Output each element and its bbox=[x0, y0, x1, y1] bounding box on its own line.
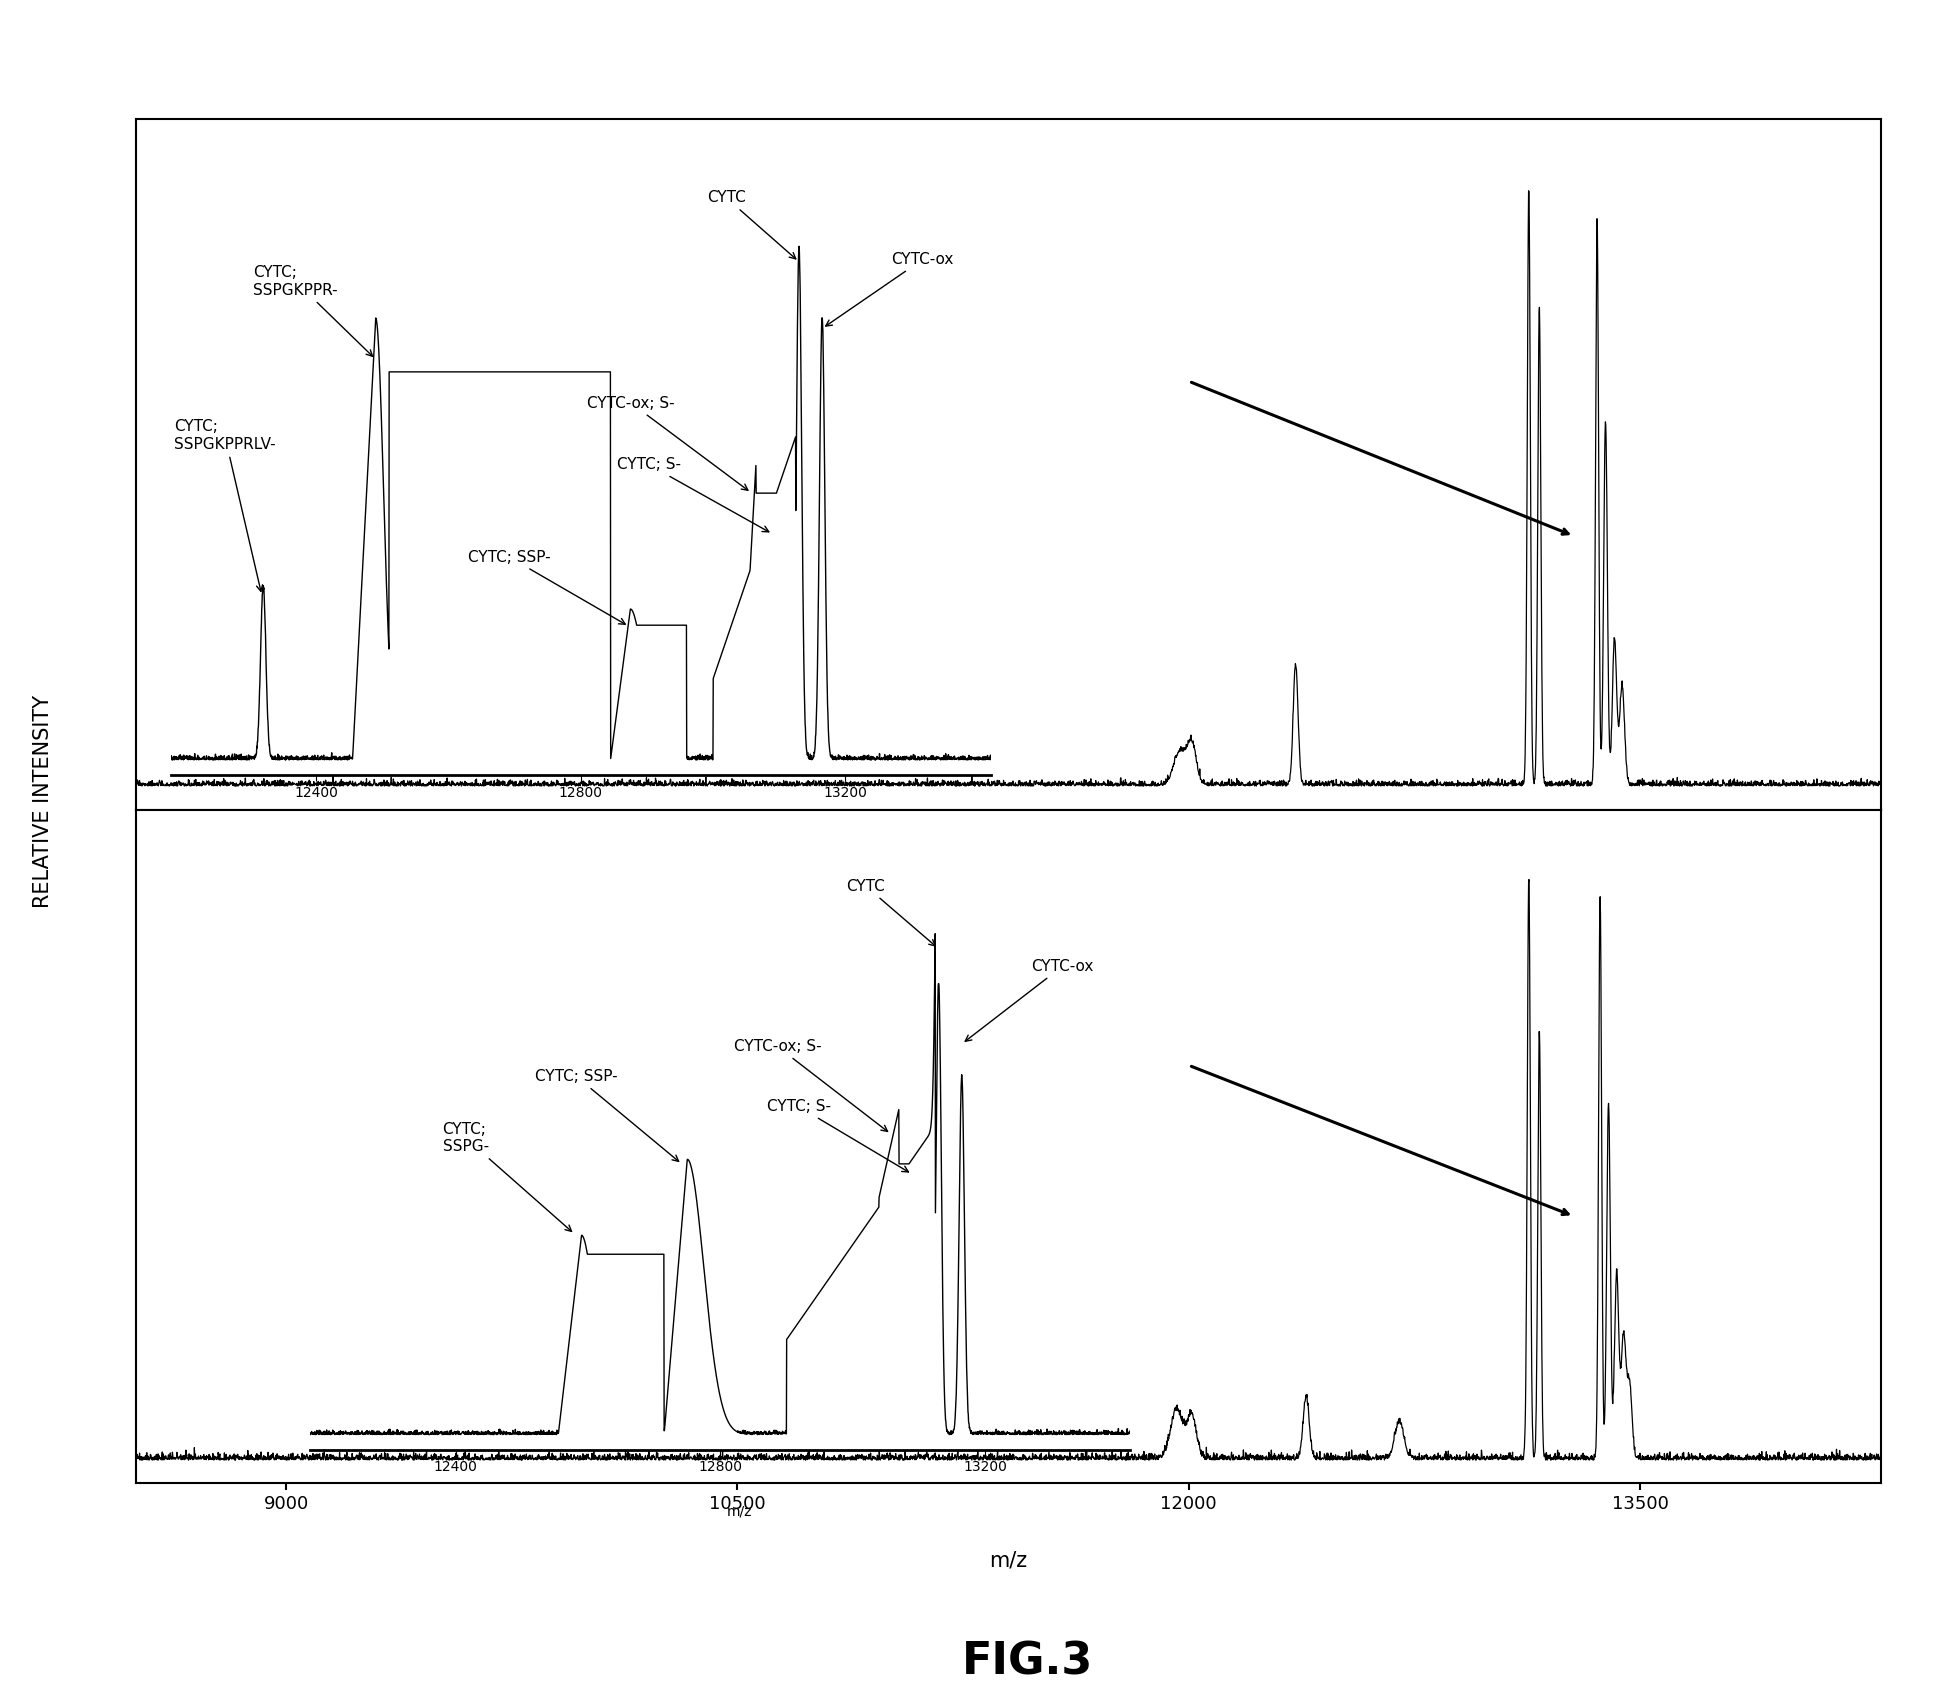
Text: FIG.3: FIG.3 bbox=[962, 1640, 1094, 1685]
Text: RELATIVE INTENSITY: RELATIVE INTENSITY bbox=[33, 696, 52, 907]
Text: m/z: m/z bbox=[989, 1550, 1028, 1570]
